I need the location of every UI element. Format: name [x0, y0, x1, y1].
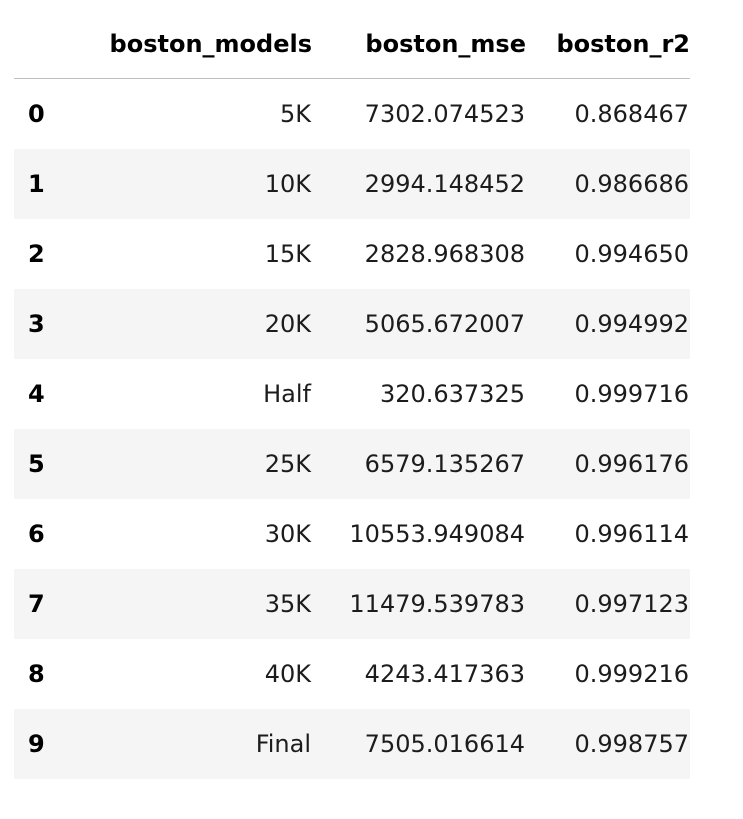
- cell-boston-mse: 5065.672007: [364, 309, 525, 338]
- cell-boston-mse: 7505.016614: [364, 729, 525, 758]
- dataframe-output: boston_models boston_mse boston_r2 0 5K …: [14, 10, 690, 779]
- row-index: 6: [28, 519, 45, 548]
- dataframe-table: boston_models boston_mse boston_r2 0 5K …: [14, 10, 690, 779]
- cell-boston-models: 40K: [264, 659, 311, 688]
- cell-boston-r2: 0.998757: [574, 729, 689, 758]
- cell-boston-mse: 11479.539783: [349, 589, 525, 618]
- column-header-boston-r2: boston_r2: [526, 10, 690, 79]
- row-index: 4: [28, 379, 45, 408]
- table-row: 9 Final 7505.016614 0.998757: [14, 708, 690, 779]
- table-row: 4 Half 320.637325 0.999716: [14, 359, 690, 429]
- cell-boston-models: 25K: [264, 449, 311, 478]
- row-index: 8: [28, 659, 45, 688]
- cell-boston-mse: 4243.417363: [364, 659, 525, 688]
- row-index: 5: [28, 449, 45, 478]
- cell-boston-mse: 2994.148452: [364, 169, 525, 198]
- table-row: 5 25K 6579.135267 0.996176: [14, 428, 690, 499]
- cell-boston-r2: 0.997123: [574, 589, 689, 618]
- cell-boston-models: 30K: [264, 519, 311, 548]
- cell-boston-models: Half: [263, 379, 311, 408]
- cell-boston-r2: 0.996114: [574, 519, 689, 548]
- cell-boston-models: 15K: [264, 239, 311, 268]
- row-index: 2: [28, 239, 45, 268]
- cell-boston-mse: 7302.074523: [364, 99, 525, 128]
- cell-boston-models: Final: [255, 729, 311, 758]
- table-row: 2 15K 2828.968308 0.994650: [14, 219, 690, 289]
- cell-boston-mse: 6579.135267: [364, 449, 525, 478]
- cell-boston-models: 10K: [264, 169, 311, 198]
- cell-boston-r2: 0.999216: [574, 659, 689, 688]
- row-index: 7: [28, 589, 45, 618]
- table-row: 3 20K 5065.672007 0.994992: [14, 288, 690, 359]
- column-header-boston-models: boston_models: [64, 10, 312, 79]
- cell-boston-mse: 320.637325: [379, 379, 525, 408]
- cell-boston-r2: 0.994650: [574, 239, 689, 268]
- cell-boston-models: 20K: [264, 309, 311, 338]
- cell-boston-r2: 0.994992: [574, 309, 689, 338]
- table-row: 1 10K 2994.148452 0.986686: [14, 148, 690, 219]
- row-index: 3: [28, 309, 45, 338]
- cell-boston-r2: 0.999716: [574, 379, 689, 408]
- row-index: 1: [28, 169, 45, 198]
- table-row: 7 35K 11479.539783 0.997123: [14, 568, 690, 639]
- row-index: 9: [28, 729, 45, 758]
- cell-boston-mse: 2828.968308: [364, 239, 525, 268]
- cell-boston-r2: 0.868467: [574, 99, 689, 128]
- cell-boston-models: 5K: [279, 99, 311, 128]
- header-row: boston_models boston_mse boston_r2: [14, 10, 690, 79]
- column-header-boston-mse: boston_mse: [312, 10, 526, 79]
- cell-boston-r2: 0.996176: [574, 449, 689, 478]
- table-row: 0 5K 7302.074523 0.868467: [14, 79, 690, 149]
- index-header: [14, 10, 64, 79]
- row-index: 0: [28, 99, 45, 128]
- table-row: 8 40K 4243.417363 0.999216: [14, 639, 690, 709]
- cell-boston-r2: 0.986686: [574, 169, 689, 198]
- cell-boston-models: 35K: [264, 589, 311, 618]
- table-row: 6 30K 10553.949084 0.996114: [14, 499, 690, 569]
- cell-boston-mse: 10553.949084: [349, 519, 525, 548]
